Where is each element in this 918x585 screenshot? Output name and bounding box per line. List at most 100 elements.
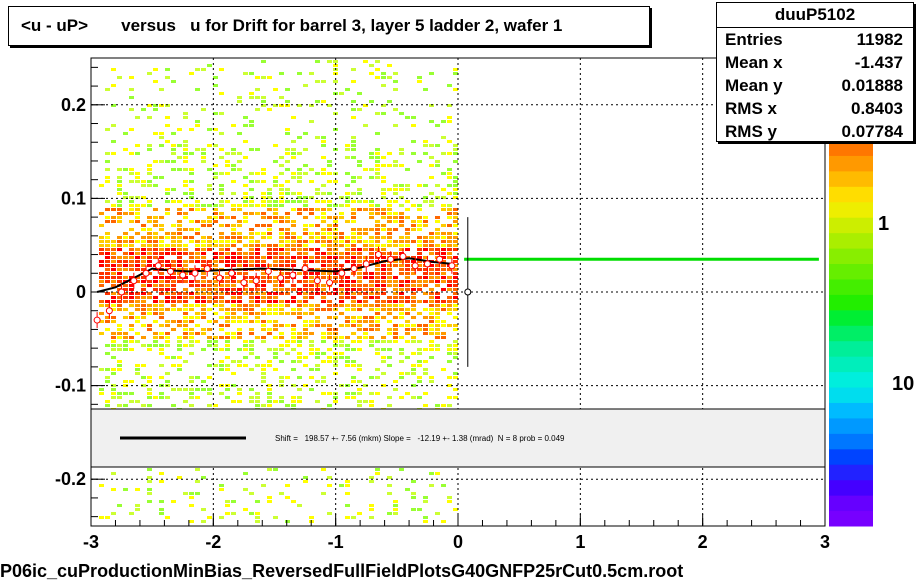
heatmap-cell: [195, 232, 200, 235]
heatmap-cell: [423, 140, 428, 143]
heatmap-cell: [237, 272, 242, 275]
heatmap-cell: [135, 212, 140, 215]
heatmap-cell: [183, 144, 188, 147]
heatmap-cell: [309, 276, 314, 279]
heatmap-cell: [423, 196, 428, 199]
heatmap-cell: [303, 84, 308, 87]
heatmap-cell: [243, 308, 248, 311]
heatmap-cell: [189, 252, 194, 255]
heatmap-cell: [309, 104, 314, 107]
heatmap-cell: [213, 264, 218, 267]
heatmap-cell: [171, 288, 176, 291]
heatmap-cell: [315, 240, 320, 243]
heatmap-cell: [291, 396, 296, 399]
heatmap-cell: [135, 300, 140, 303]
heatmap-cell: [369, 244, 374, 247]
heatmap-cell: [369, 260, 374, 263]
heatmap-cell: [249, 236, 254, 239]
heatmap-cell: [369, 516, 374, 519]
heatmap-cell: [447, 244, 452, 247]
heatmap-cell: [345, 516, 350, 519]
heatmap-cell: [321, 360, 326, 363]
heatmap-cell: [147, 392, 152, 395]
heatmap-cell: [285, 376, 290, 379]
heatmap-cell: [201, 380, 206, 383]
heatmap-cell: [309, 260, 314, 263]
heatmap-cell: [375, 284, 380, 287]
heatmap-cell: [303, 172, 308, 175]
heatmap-cell: [165, 356, 170, 359]
heatmap-cell: [219, 308, 224, 311]
heatmap-cell: [117, 180, 122, 183]
heatmap-cell: [357, 304, 362, 307]
heatmap-cell: [165, 292, 170, 295]
heatmap-cell: [249, 332, 254, 335]
heatmap-cell: [291, 152, 296, 155]
heatmap-cell: [381, 244, 386, 247]
heatmap-cell: [183, 300, 188, 303]
heatmap-cell: [423, 500, 428, 503]
heatmap-cell: [375, 248, 380, 251]
heatmap-cell: [369, 404, 374, 407]
heatmap-cell: [267, 192, 272, 195]
heatmap-cell: [429, 248, 434, 251]
heatmap-cell: [111, 340, 116, 343]
heatmap-cell: [261, 260, 266, 263]
heatmap-cell: [363, 248, 368, 251]
stats-label: Mean x: [725, 53, 783, 72]
heatmap-cell: [255, 520, 260, 523]
heatmap-cell: [345, 88, 350, 91]
heatmap-cell: [297, 244, 302, 247]
heatmap-cell: [351, 240, 356, 243]
heatmap-cell: [369, 284, 374, 287]
heatmap-cell: [159, 316, 164, 319]
heatmap-cell: [99, 392, 104, 395]
heatmap-cell: [381, 268, 386, 271]
heatmap-cell: [147, 264, 152, 267]
heatmap-cell: [279, 172, 284, 175]
heatmap-cell: [189, 304, 194, 307]
heatmap-cell: [387, 476, 392, 479]
heatmap-cell: [117, 256, 122, 259]
heatmap-cell: [147, 260, 152, 263]
heatmap-cell: [411, 496, 416, 499]
heatmap-cell: [315, 316, 320, 319]
heatmap-cell: [159, 280, 164, 283]
heatmap-cell: [333, 340, 338, 343]
heatmap-cell: [231, 276, 236, 279]
heatmap-cell: [225, 224, 230, 227]
heatmap-cell: [309, 348, 314, 351]
heatmap-cell: [243, 508, 248, 511]
heatmap-cell: [441, 332, 446, 335]
heatmap-cell: [333, 220, 338, 223]
heatmap-cell: [423, 284, 428, 287]
heatmap-cell: [261, 60, 266, 63]
heatmap-cell: [291, 260, 296, 263]
heatmap-cell: [219, 292, 224, 295]
profile-point: [228, 269, 236, 277]
heatmap-cell: [219, 212, 224, 215]
stats-row-mean-y: Mean y 0.01888: [717, 74, 913, 97]
heatmap-cell: [333, 344, 338, 347]
heatmap-cell: [237, 240, 242, 243]
heatmap-cell: [153, 108, 158, 111]
heatmap-cell: [291, 340, 296, 343]
heatmap-cell: [453, 328, 458, 331]
heatmap-cell: [237, 152, 242, 155]
heatmap-cell: [315, 368, 320, 371]
heatmap-cell: [219, 364, 224, 367]
heatmap-cell: [315, 224, 320, 227]
heatmap-cell: [357, 320, 362, 323]
heatmap-cell: [435, 284, 440, 287]
heatmap-cell: [279, 312, 284, 315]
heatmap-cell: [243, 72, 248, 75]
heatmap-cell: [273, 328, 278, 331]
heatmap-cell: [261, 204, 266, 207]
heatmap-cell: [393, 200, 398, 203]
heatmap-cell: [231, 244, 236, 247]
heatmap-cell: [345, 196, 350, 199]
heatmap-cell: [123, 264, 128, 267]
heatmap-cell: [225, 200, 230, 203]
color-scale-segment: [829, 387, 873, 403]
heatmap-cell: [201, 332, 206, 335]
